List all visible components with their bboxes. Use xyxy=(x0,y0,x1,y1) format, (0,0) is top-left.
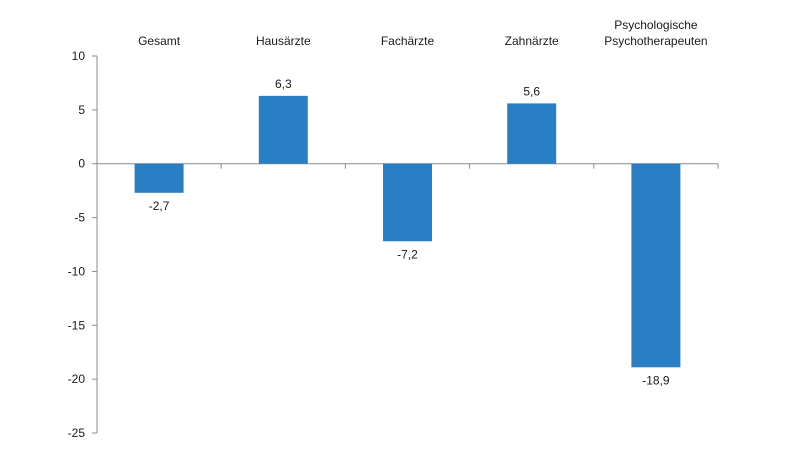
y-tick-label: -20 xyxy=(68,372,86,386)
category-label: Zahnärzte xyxy=(505,34,559,48)
data-label: -2,7 xyxy=(149,199,170,213)
y-tick-label: -25 xyxy=(68,426,86,440)
data-label: -7,2 xyxy=(397,247,418,261)
category-label: Psychotherapeuten xyxy=(604,34,707,48)
y-tick-label: -15 xyxy=(68,318,86,332)
bars-group xyxy=(134,95,681,368)
y-tick-label: -10 xyxy=(68,264,86,278)
y-tick-label: 0 xyxy=(78,157,85,171)
category-label: Fachärzte xyxy=(381,34,435,48)
bar xyxy=(631,163,681,368)
bar xyxy=(383,163,432,242)
y-tick-label: 5 xyxy=(78,103,85,117)
category-label: Gesamt xyxy=(138,34,181,48)
data-label: 5,6 xyxy=(523,84,540,98)
data-label: 6,3 xyxy=(275,77,292,91)
bar xyxy=(258,95,308,164)
axes-group: 10 5 0 -5 -10 -15 -20 -25 xyxy=(68,49,719,440)
labels-group: -2,7 Gesamt 6,3 Hausärzte -7,2 Fachärzte 5,6 Za… xyxy=(138,18,708,387)
bar xyxy=(134,163,184,193)
bar xyxy=(507,103,557,164)
category-label: Psychologische xyxy=(614,18,698,32)
data-label: -18,9 xyxy=(642,373,670,387)
category-label: Hausärzte xyxy=(256,34,311,48)
y-tick-label: -5 xyxy=(74,211,85,225)
y-tick-label: 10 xyxy=(72,49,86,63)
